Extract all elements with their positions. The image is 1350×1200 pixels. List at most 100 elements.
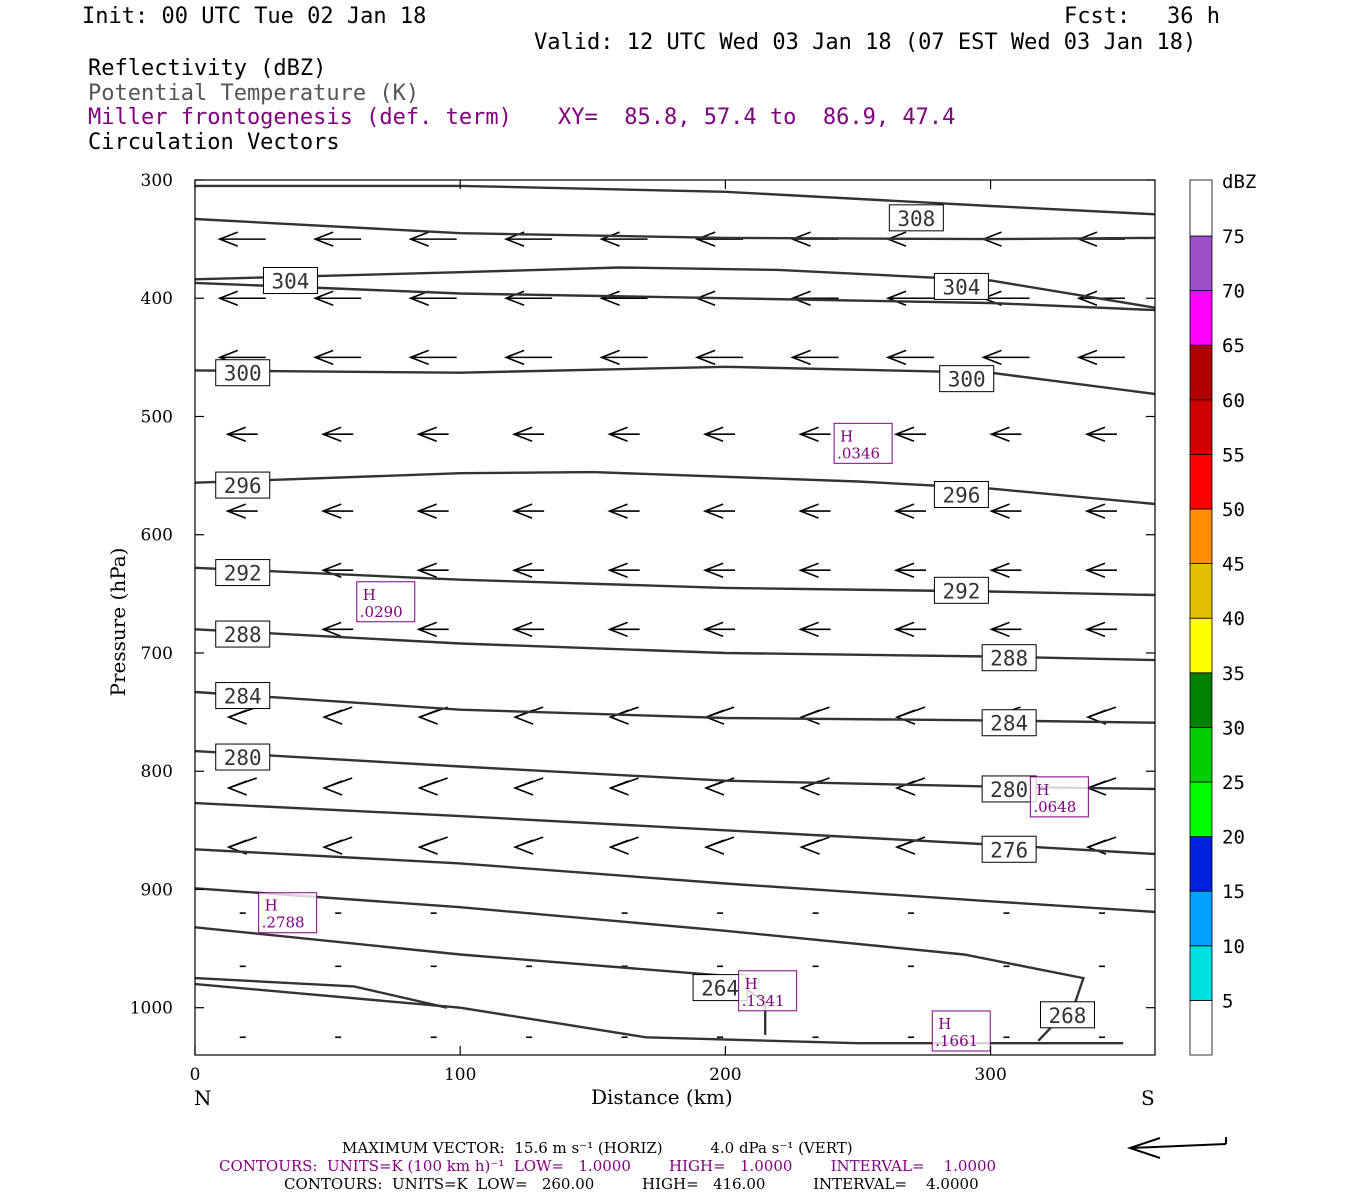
theta-contour-300 bbox=[195, 365, 1155, 396]
circulation-vector bbox=[312, 231, 362, 247]
circulation-vector bbox=[320, 503, 354, 519]
circulation-vector bbox=[799, 836, 830, 855]
theta-label-text: 268 bbox=[1049, 1004, 1087, 1028]
circulation-vector bbox=[320, 621, 354, 638]
theta-contour-line bbox=[195, 848, 1155, 914]
circulation-vector bbox=[599, 349, 648, 366]
circulation-vector bbox=[607, 426, 640, 442]
circulation-vector bbox=[408, 231, 457, 247]
circulation-vector bbox=[417, 777, 448, 796]
circulation-vector bbox=[885, 290, 935, 306]
theta-label: 288 bbox=[981, 644, 1037, 672]
circulation-vector bbox=[408, 349, 457, 366]
x-axis-title: Distance (km) bbox=[591, 1085, 733, 1109]
colorbar-segment bbox=[1189, 836, 1213, 892]
colorbar-level-label: 65 bbox=[1222, 335, 1245, 357]
circulation-vector bbox=[790, 349, 839, 366]
circulation-vector bbox=[989, 503, 1022, 519]
valid-time: Valid: 12 UTC Wed 03 Jan 18 (07 EST Wed … bbox=[534, 30, 1197, 55]
circulation-vector bbox=[320, 426, 354, 442]
colorbar-level-label: 35 bbox=[1222, 663, 1245, 685]
theta-label: 284 bbox=[215, 682, 271, 710]
circulation-vector bbox=[607, 503, 640, 519]
frontogenesis-h-label: H bbox=[840, 427, 853, 445]
circulation-vector bbox=[893, 503, 927, 519]
circulation-vector bbox=[607, 621, 640, 638]
circulation-vector bbox=[321, 836, 353, 855]
forecast-hours: 36 h bbox=[1167, 4, 1220, 29]
colorbar-segment bbox=[1189, 945, 1213, 1001]
south-label: S bbox=[1141, 1086, 1155, 1110]
colorbar-segment bbox=[1189, 399, 1213, 455]
colorbar-segment bbox=[1189, 1000, 1213, 1056]
colorbar-unit: dBZ bbox=[1222, 171, 1256, 193]
circulation-vector bbox=[599, 290, 648, 306]
colorbar-level-label: 70 bbox=[1222, 281, 1245, 303]
circulation-vector bbox=[608, 836, 639, 855]
frontogenesis-value: .1661 bbox=[935, 1032, 978, 1050]
x-tick-label: 0 bbox=[190, 1065, 201, 1085]
circulation-vector bbox=[798, 621, 831, 638]
theta-label: 292 bbox=[215, 559, 271, 587]
circulation-vector bbox=[798, 503, 831, 519]
circulation-vector bbox=[226, 777, 258, 796]
y-axis-title: Pressure (hPa) bbox=[106, 547, 130, 697]
theta-contour-296 bbox=[195, 470, 1155, 506]
circulation-vector bbox=[321, 777, 353, 796]
theta-label-text: 292 bbox=[942, 579, 980, 603]
theta-label-text: 276 bbox=[990, 838, 1028, 862]
colorbar-segment bbox=[1189, 617, 1213, 674]
colorbar-segment bbox=[1189, 672, 1213, 728]
theta-label-text: 280 bbox=[224, 746, 262, 770]
theta-label: 284 bbox=[981, 709, 1037, 737]
y-tick-label: 300 bbox=[141, 171, 173, 191]
circulation-vector bbox=[416, 426, 449, 442]
theta-contour-276 bbox=[195, 801, 1155, 856]
frontogenesis-h-label: H bbox=[745, 975, 758, 993]
circulation-vector bbox=[894, 706, 926, 725]
circulation-vector bbox=[893, 426, 927, 442]
circulation-vector bbox=[799, 777, 830, 796]
theta-contour-288 bbox=[195, 628, 1155, 662]
circulation-vector bbox=[798, 562, 831, 578]
colorbar-level-label: 25 bbox=[1222, 772, 1245, 794]
circulation-vectors bbox=[217, 231, 1125, 1039]
theta-label-text: 284 bbox=[224, 685, 262, 709]
frontogenesis-h-label: H bbox=[363, 586, 376, 604]
plot-frame bbox=[194, 179, 1156, 1056]
circulation-vector bbox=[511, 562, 545, 578]
circulation-vector bbox=[511, 426, 545, 442]
init-time: Init: 00 UTC Tue 02 Jan 18 bbox=[82, 4, 427, 29]
y-tick-label: 400 bbox=[141, 289, 173, 309]
field-circulation-vectors: Circulation Vectors bbox=[88, 130, 340, 155]
colorbar-level-label: 50 bbox=[1222, 499, 1245, 521]
reference-vector-arrow bbox=[1126, 1137, 1227, 1159]
circulation-vector bbox=[511, 621, 545, 638]
theta-label: 280 bbox=[981, 775, 1037, 803]
theta-label-text: 308 bbox=[897, 207, 935, 231]
circulation-vector bbox=[608, 777, 639, 796]
circulation-vector bbox=[799, 706, 830, 725]
frontogenesis-maximum: H.0346 bbox=[833, 422, 893, 464]
circulation-vector bbox=[1084, 426, 1117, 442]
circulation-vector bbox=[893, 562, 927, 578]
theta-label-text: 284 bbox=[990, 712, 1028, 736]
frontogenesis-value: .0290 bbox=[360, 603, 403, 621]
circulation-vector bbox=[1084, 562, 1117, 578]
theta-contour-line bbox=[195, 281, 1155, 312]
circulation-vector bbox=[702, 426, 736, 442]
circulation-vector bbox=[511, 503, 545, 519]
circulation-vector bbox=[885, 349, 935, 366]
theta-contour-line bbox=[195, 217, 1155, 241]
forecast-label: Fcst: bbox=[1064, 4, 1131, 29]
theta-label-text: 264 bbox=[701, 977, 739, 1001]
theta-label: 288 bbox=[215, 620, 271, 648]
frontogenesis-maximum: H.2788 bbox=[258, 892, 318, 934]
theta-label-text: 280 bbox=[990, 778, 1028, 802]
theta-label: 296 bbox=[933, 481, 989, 509]
colorbar-segment bbox=[1189, 453, 1213, 510]
y-tick-label: 600 bbox=[141, 526, 173, 546]
theta-label-text: 288 bbox=[990, 647, 1028, 671]
